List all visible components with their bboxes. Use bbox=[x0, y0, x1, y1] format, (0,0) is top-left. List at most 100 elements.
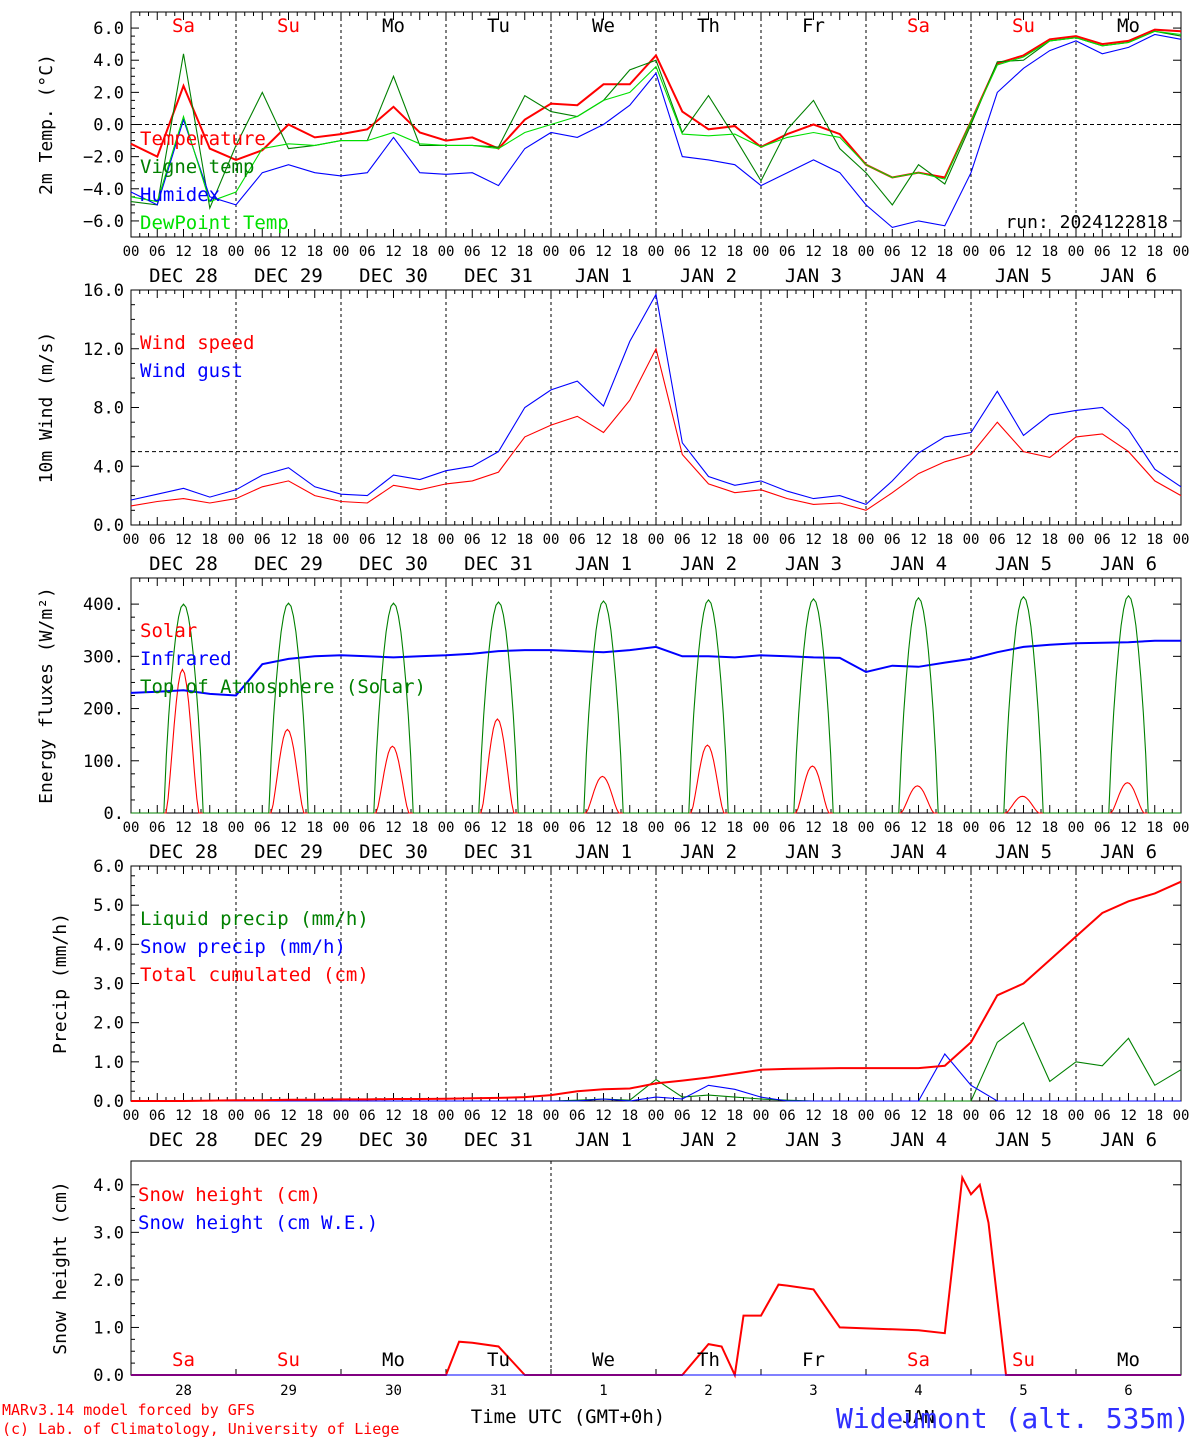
x-hour-label: 18 bbox=[306, 820, 323, 836]
x-hour-label: 06 bbox=[884, 532, 901, 548]
x-hour-label: 06 bbox=[1094, 532, 1111, 548]
y-axis-label: Precip (mm/h) bbox=[50, 913, 71, 1054]
y-tick-label: 4.0 bbox=[93, 935, 124, 955]
y-tick-label: 6.0 bbox=[93, 857, 124, 877]
y-tick-label: 0.0 bbox=[93, 1366, 124, 1386]
x-hour-label: 12 bbox=[1120, 244, 1137, 260]
x-hour-label: 06 bbox=[254, 820, 271, 836]
series-line-humidex bbox=[130, 33, 1182, 229]
x-hour-label: 18 bbox=[306, 1108, 323, 1124]
x-hour-label: 18 bbox=[831, 820, 848, 836]
x-hour-label: 00 bbox=[228, 1108, 245, 1124]
run-label: run: 2024122818 bbox=[1005, 212, 1168, 233]
y-tick-label: 0. bbox=[104, 804, 124, 824]
x-hour-label: 06 bbox=[254, 532, 271, 548]
series-line-infrared bbox=[130, 639, 1181, 697]
x-hour-label: 00 bbox=[543, 820, 560, 836]
x-hour-label: 06 bbox=[464, 532, 481, 548]
day-name-label: Th bbox=[697, 1349, 720, 1371]
panel-5: 4.0 3.0 2.0 1.0 0.0 Snow height (cm) Snow heig… bbox=[50, 1160, 1182, 1428]
x-hour-label: 12 bbox=[490, 1108, 507, 1124]
y-tick-label: 5.0 bbox=[93, 896, 124, 916]
x-day-number: 30 bbox=[385, 1383, 402, 1399]
x-hour-label: 06 bbox=[359, 532, 376, 548]
legend-entry: Infrared bbox=[140, 648, 232, 670]
panel-3: 400. 300. 200. 100. 0. Energy fluxes (W/m²) So… bbox=[36, 577, 1189, 863]
x-date-label: JAN 2 bbox=[680, 1129, 737, 1151]
x-hour-label: 00 bbox=[1068, 820, 1085, 836]
x-hour-label: 18 bbox=[411, 532, 428, 548]
x-hour-label: 00 bbox=[753, 1108, 770, 1124]
x-hour-label: 00 bbox=[1068, 532, 1085, 548]
x-hour-label: 18 bbox=[621, 820, 638, 836]
day-name-label: Su bbox=[277, 1349, 300, 1371]
x-date-label: JAN 6 bbox=[1100, 553, 1157, 575]
x-hour-label: 06 bbox=[989, 820, 1006, 836]
x-hour-label: 06 bbox=[779, 1108, 796, 1124]
x-hour-label: 12 bbox=[910, 820, 927, 836]
x-hour-label: 00 bbox=[438, 1108, 455, 1124]
x-hour-label: 06 bbox=[149, 532, 166, 548]
x-hour-label: 00 bbox=[228, 244, 245, 260]
y-tick-label: 4.0 bbox=[93, 51, 124, 71]
x-hour-label: 18 bbox=[306, 532, 323, 548]
y-tick-label: 4.0 bbox=[93, 1176, 124, 1196]
x-date-label: DEC 29 bbox=[254, 841, 323, 863]
x-date-label: JAN 3 bbox=[785, 553, 842, 575]
y-tick-label: 3.0 bbox=[93, 975, 124, 995]
x-hour-label: 00 bbox=[1068, 244, 1085, 260]
x-hour-label: 06 bbox=[674, 244, 691, 260]
x-day-number: 3 bbox=[809, 1383, 817, 1399]
x-hour-label: 06 bbox=[989, 244, 1006, 260]
x-date-label: JAN 5 bbox=[995, 841, 1052, 863]
x-hour-label: 18 bbox=[936, 244, 953, 260]
x-hour-label: 00 bbox=[543, 532, 560, 548]
x-hour-label: 00 bbox=[858, 532, 875, 548]
x-hour-label: 18 bbox=[1041, 820, 1058, 836]
x-hour-label: 06 bbox=[149, 820, 166, 836]
day-name-label: We bbox=[592, 15, 615, 37]
x-hour-label: 18 bbox=[516, 532, 533, 548]
x-day-number: 2 bbox=[704, 1383, 712, 1399]
x-hour-label: 12 bbox=[805, 244, 822, 260]
legend-entry: Humidex bbox=[140, 184, 220, 206]
legend-entry: Snow height (cm) bbox=[138, 1184, 321, 1206]
x-hour-label: 00 bbox=[333, 1108, 350, 1124]
y-tick-label: 200. bbox=[83, 700, 124, 720]
x-day-number: 1 bbox=[599, 1383, 607, 1399]
y-tick-label: 0.0 bbox=[93, 116, 124, 136]
x-date-label: JAN 4 bbox=[890, 1129, 947, 1151]
series-line-top-of-atmosphere-solar- bbox=[131, 594, 1181, 814]
legend-entry: Snow height (cm W.E.) bbox=[138, 1212, 378, 1234]
x-hour-label: 06 bbox=[989, 532, 1006, 548]
x-hour-label: 18 bbox=[201, 1108, 218, 1124]
x-date-label: JAN 3 bbox=[785, 841, 842, 863]
y-tick-label: 400. bbox=[83, 595, 124, 615]
x-hour-label: 18 bbox=[201, 244, 218, 260]
day-name-label: Th bbox=[697, 15, 720, 37]
x-hour-label: 06 bbox=[779, 820, 796, 836]
y-tick-label: 3.0 bbox=[93, 1223, 124, 1243]
x-hour-label: 06 bbox=[254, 1108, 271, 1124]
y-tick-label: 1.0 bbox=[93, 1318, 124, 1338]
day-name-label: Su bbox=[1012, 1349, 1035, 1371]
x-hour-label: 06 bbox=[884, 820, 901, 836]
x-hour-label: 06 bbox=[884, 244, 901, 260]
x-hour-label: 06 bbox=[149, 1108, 166, 1124]
x-hour-label: 18 bbox=[726, 1108, 743, 1124]
lab-credit: (c) Lab. of Climatology, University of L… bbox=[2, 1420, 399, 1438]
x-hour-label: 00 bbox=[228, 820, 245, 836]
x-hour-label: 00 bbox=[648, 820, 665, 836]
x-hour-label: 18 bbox=[621, 244, 638, 260]
x-date-label: DEC 31 bbox=[464, 841, 533, 863]
x-date-label: JAN 2 bbox=[680, 841, 737, 863]
x-hour-label: 18 bbox=[1146, 532, 1163, 548]
x-hour-label: 18 bbox=[726, 532, 743, 548]
x-hour-label: 12 bbox=[385, 820, 402, 836]
x-day-number: 29 bbox=[280, 1383, 297, 1399]
x-hour-label: 06 bbox=[779, 532, 796, 548]
x-hour-label: 00 bbox=[333, 820, 350, 836]
x-hour-label: 00 bbox=[543, 244, 560, 260]
x-date-label: JAN 4 bbox=[890, 553, 947, 575]
